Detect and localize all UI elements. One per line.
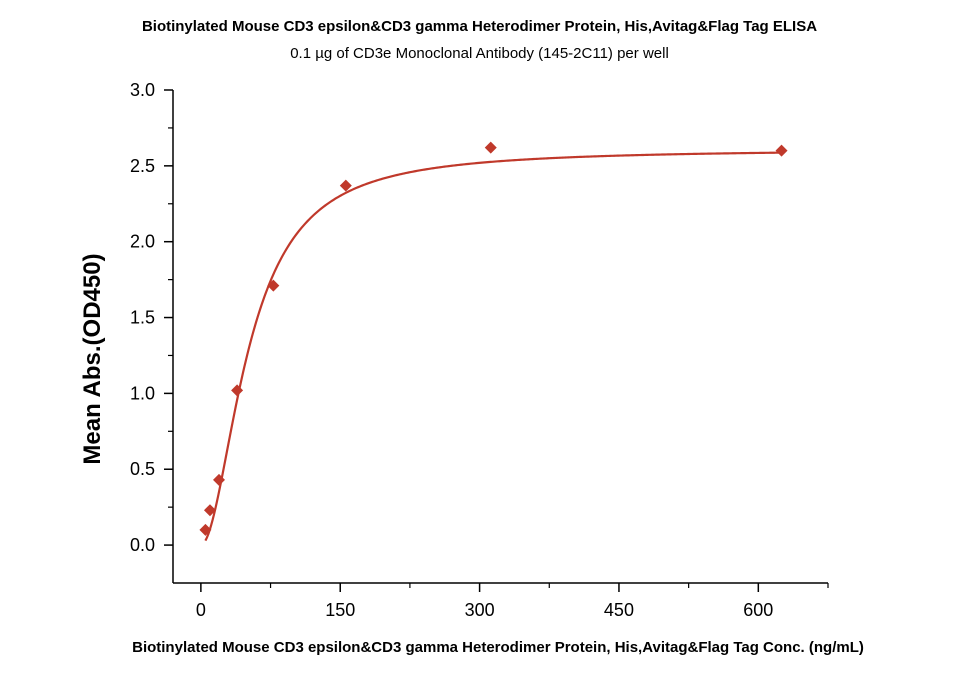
y-tick-label: 2.5 bbox=[130, 156, 155, 176]
data-point bbox=[339, 179, 352, 192]
data-point bbox=[203, 504, 216, 517]
chart-subtitle: 0.1 µg of CD3e Monoclonal Antibody (145-… bbox=[290, 45, 669, 62]
x-tick-label: 0 bbox=[196, 600, 206, 620]
data-point bbox=[267, 279, 280, 292]
x-tick-label: 300 bbox=[465, 600, 495, 620]
y-tick-label: 1.5 bbox=[130, 308, 155, 328]
data-point bbox=[231, 384, 244, 397]
y-tick-label: 3.0 bbox=[130, 80, 155, 100]
axes: 0.0 0.5 1.0 1.5 2.0 2.5 3.0 0 150 300 450 600 bbox=[130, 80, 829, 620]
x-tick-label: 600 bbox=[743, 600, 773, 620]
data-point bbox=[484, 141, 497, 154]
data-point bbox=[199, 523, 212, 536]
x-axis-label: Biotinylated Mouse CD3 epsilon&CD3 gamma… bbox=[132, 639, 864, 656]
y-tick-label: 2.0 bbox=[130, 232, 155, 252]
data-points bbox=[199, 141, 788, 536]
y-tick-label: 1.0 bbox=[130, 383, 155, 403]
x-tick-label: 150 bbox=[325, 600, 355, 620]
y-tick-label: 0.5 bbox=[130, 459, 155, 479]
y-axis-label: Mean Abs.(OD450) bbox=[79, 253, 106, 464]
chart-title: Biotinylated Mouse CD3 epsilon&CD3 gamma… bbox=[141, 18, 818, 35]
y-tick-label: 0.0 bbox=[130, 535, 155, 555]
data-point bbox=[212, 473, 225, 486]
x-tick-label: 450 bbox=[604, 600, 634, 620]
fit-curve bbox=[204, 151, 782, 542]
data-point bbox=[775, 144, 788, 157]
fit-curve-group bbox=[204, 151, 782, 542]
